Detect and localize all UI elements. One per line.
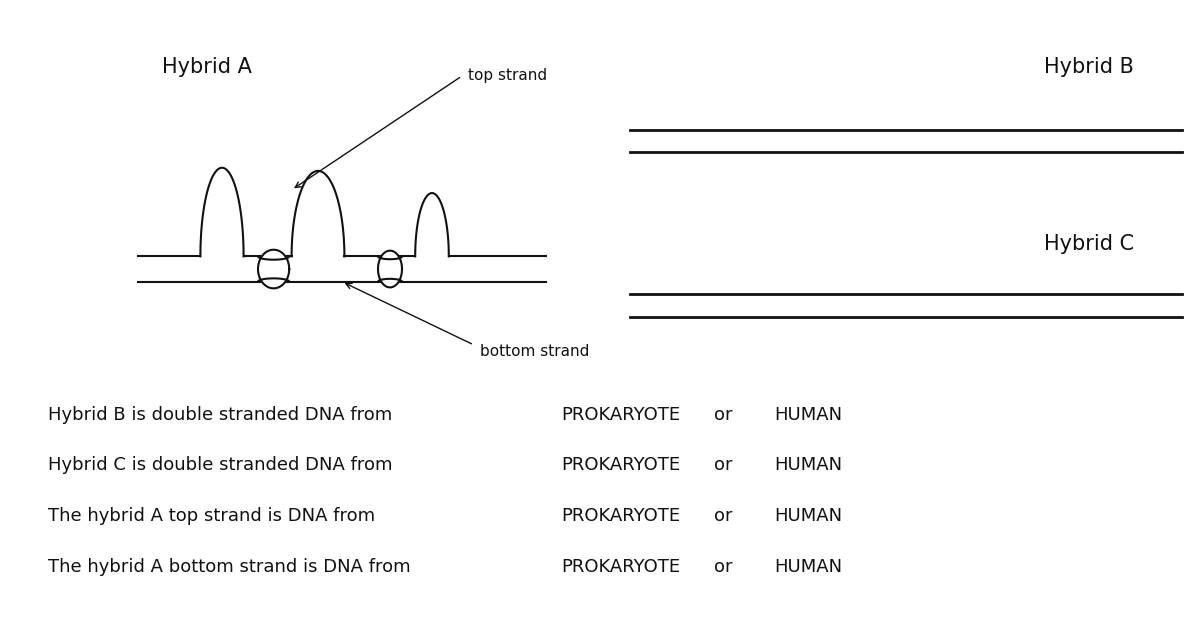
Text: HUMAN: HUMAN [774,558,842,575]
Text: HUMAN: HUMAN [774,456,842,474]
Text: Hybrid C is double stranded DNA from: Hybrid C is double stranded DNA from [48,456,392,474]
Text: HUMAN: HUMAN [774,507,842,525]
Text: HUMAN: HUMAN [774,406,842,423]
Text: The hybrid A top strand is DNA from: The hybrid A top strand is DNA from [48,507,376,525]
Text: or: or [714,558,732,575]
Text: PROKARYOTE: PROKARYOTE [562,456,680,474]
Text: or: or [714,507,732,525]
Text: PROKARYOTE: PROKARYOTE [562,406,680,423]
Text: PROKARYOTE: PROKARYOTE [562,507,680,525]
Text: PROKARYOTE: PROKARYOTE [562,558,680,575]
Text: Hybrid B is double stranded DNA from: Hybrid B is double stranded DNA from [48,406,392,423]
Text: or: or [714,406,732,423]
Text: bottom strand: bottom strand [480,344,589,359]
Polygon shape [258,250,289,288]
Text: Hybrid B: Hybrid B [1044,57,1134,77]
Text: Hybrid A: Hybrid A [162,57,252,77]
Text: top strand: top strand [468,68,547,84]
Polygon shape [378,251,402,287]
Text: Hybrid C: Hybrid C [1044,234,1134,254]
Text: The hybrid A bottom strand is DNA from: The hybrid A bottom strand is DNA from [48,558,410,575]
Text: or: or [714,456,732,474]
